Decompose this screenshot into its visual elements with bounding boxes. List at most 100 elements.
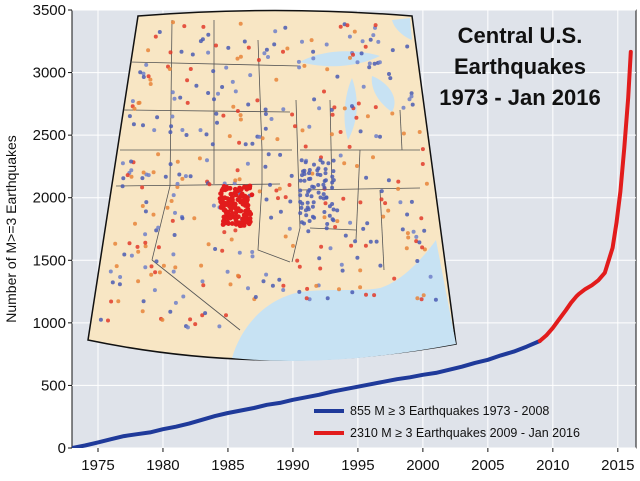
map-point xyxy=(237,208,242,214)
map-point xyxy=(339,262,344,267)
map-point xyxy=(325,222,330,226)
map-point xyxy=(246,286,250,291)
map-point xyxy=(168,50,173,55)
map-point xyxy=(152,128,157,133)
state-borders xyxy=(115,19,421,331)
map-point xyxy=(386,208,391,213)
map-point xyxy=(283,25,288,30)
map-point xyxy=(144,172,149,177)
y-tick-label: 2000 xyxy=(33,190,66,207)
map-point xyxy=(311,200,316,205)
map-point xyxy=(342,161,347,166)
map-point xyxy=(171,269,176,274)
map-point xyxy=(148,82,153,86)
x-tick-label: 2005 xyxy=(471,457,504,474)
map-point xyxy=(264,272,269,277)
map-point xyxy=(345,23,350,28)
map-point xyxy=(243,213,249,219)
map-point xyxy=(165,205,170,210)
map-point xyxy=(200,279,205,284)
map-point xyxy=(295,258,300,263)
map-point xyxy=(300,39,304,44)
map-point xyxy=(239,223,244,228)
map-point xyxy=(201,283,206,288)
map-point xyxy=(321,182,326,187)
map-point xyxy=(268,182,272,187)
map-point xyxy=(204,132,209,137)
map-point xyxy=(183,174,188,179)
map-point xyxy=(364,292,368,297)
map-point xyxy=(310,204,315,209)
map-point xyxy=(206,91,211,95)
map-point xyxy=(307,219,312,223)
map-point xyxy=(358,285,363,290)
map-point xyxy=(322,179,327,183)
map-point xyxy=(243,142,248,147)
map-point xyxy=(120,161,125,166)
map-point xyxy=(354,115,359,120)
map-point xyxy=(415,296,420,301)
map-point xyxy=(312,97,317,102)
map-point xyxy=(305,193,310,198)
map-point xyxy=(358,129,363,134)
map-point xyxy=(245,161,250,166)
map-point xyxy=(409,94,414,99)
map-point xyxy=(365,114,370,119)
map-point xyxy=(277,186,282,191)
map-point xyxy=(131,122,136,127)
map-point xyxy=(335,74,340,79)
map-point xyxy=(146,48,151,53)
map-point xyxy=(364,175,369,180)
map-point xyxy=(146,74,151,79)
map-point xyxy=(215,120,219,125)
map-point xyxy=(365,221,370,226)
map-point xyxy=(322,215,327,220)
map-point xyxy=(302,168,307,173)
map-point xyxy=(420,162,425,166)
map-point xyxy=(417,240,422,245)
map-point xyxy=(310,214,315,219)
series-line-2 xyxy=(537,49,633,343)
map-point xyxy=(298,193,303,198)
map-point xyxy=(272,42,277,47)
x-tick-label: 2000 xyxy=(406,457,439,474)
map-point xyxy=(140,185,145,190)
x-tick-label: 2015 xyxy=(601,457,634,474)
map-point xyxy=(116,299,121,304)
y-tick-label: 3500 xyxy=(33,2,66,19)
map-point xyxy=(237,250,242,255)
map-point xyxy=(129,174,134,179)
map-point xyxy=(274,77,279,82)
map-point xyxy=(293,124,297,129)
map-point xyxy=(143,232,148,237)
map-point xyxy=(106,318,110,323)
map-point xyxy=(226,45,231,50)
x-tick-label: 1975 xyxy=(81,457,114,474)
map-point xyxy=(331,207,336,212)
map-point xyxy=(224,313,228,318)
map-point xyxy=(297,289,302,294)
map-point xyxy=(302,178,307,183)
map-point xyxy=(185,78,190,83)
map-point xyxy=(247,219,253,225)
map-point xyxy=(233,210,239,216)
map-point xyxy=(298,178,303,183)
map-point xyxy=(311,49,316,54)
map-point xyxy=(220,85,225,89)
map-point xyxy=(406,235,411,240)
map-point xyxy=(263,107,268,112)
map-point xyxy=(185,325,190,330)
map-point xyxy=(193,322,198,327)
map-point xyxy=(144,200,149,205)
map-point xyxy=(287,183,292,187)
map-point xyxy=(390,111,395,116)
map-point xyxy=(367,65,372,70)
map-point xyxy=(205,158,209,163)
map-point xyxy=(323,167,328,172)
map-point xyxy=(363,44,368,49)
map-point xyxy=(371,155,375,160)
lake-huron xyxy=(371,76,395,112)
map-point xyxy=(236,214,241,220)
map-point xyxy=(233,178,238,183)
